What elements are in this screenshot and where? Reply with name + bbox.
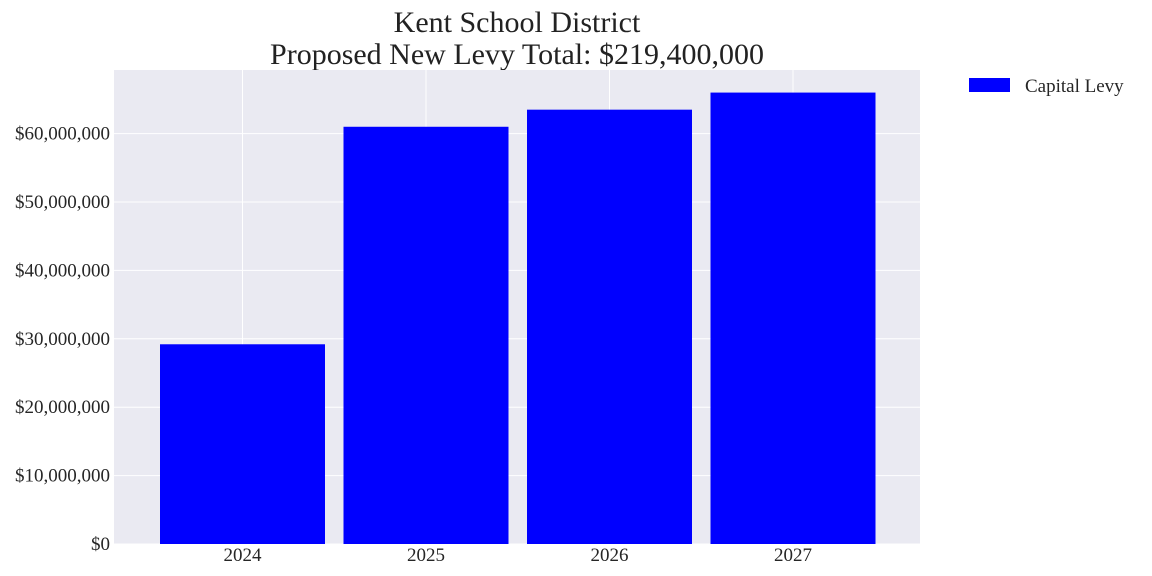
bar-2026: [527, 109, 692, 545]
y-tick-label: $30,000,000: [15, 329, 110, 350]
chart-title-line-1: Kent School District: [394, 6, 641, 39]
legend-swatch-capital-levy: [969, 78, 1010, 92]
chart-title-line-2: Proposed New Levy Total: $219,400,000: [270, 38, 764, 71]
x-tick-label: 2027: [774, 545, 812, 566]
legend-label-capital-levy: Capital Levy: [1025, 76, 1124, 97]
y-tick-label: $50,000,000: [15, 192, 110, 213]
bar-2025: [343, 126, 509, 544]
y-axis-ticks: $0 $10,000,000 $20,000,000 $30,000,000 $40,0…: [15, 124, 110, 555]
y-tick-label: $0: [91, 534, 110, 555]
y-tick-label: $40,000,000: [15, 260, 110, 281]
x-tick-label: 2026: [591, 545, 629, 566]
legend: Capital Levy: [969, 76, 1124, 97]
x-axis-ticks: 2024 2025 2026 2027: [224, 545, 813, 566]
bar-2027: [710, 92, 876, 545]
bars: [160, 92, 876, 545]
y-tick-label: $20,000,000: [15, 397, 110, 418]
y-tick-label: $10,000,000: [15, 466, 110, 487]
x-tick-label: 2025: [407, 545, 445, 566]
y-tick-label: $60,000,000: [15, 124, 110, 145]
chart-title: Kent School District Proposed New Levy T…: [270, 6, 764, 71]
x-tick-label: 2024: [224, 545, 263, 566]
bar-2024: [160, 344, 325, 544]
